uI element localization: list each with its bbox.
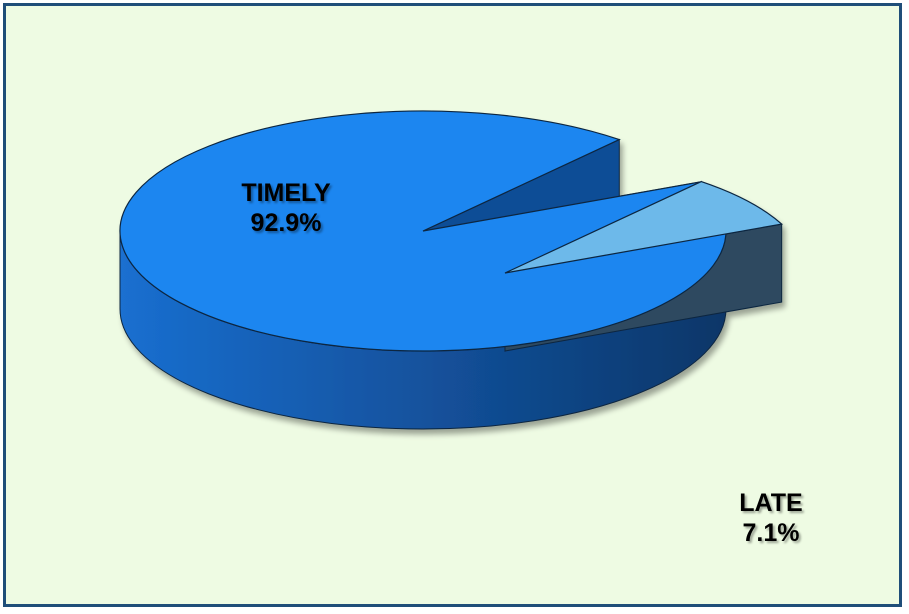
slice-label-late: LATE 7.1% [716,488,826,548]
slice-label-timely: TIMELY 92.9% [216,178,356,238]
pie-slice-late [504,180,783,274]
chart-frame: TIMELY 92.9% LATE 7.1% [3,3,902,607]
slice-name-timely: TIMELY [241,179,331,207]
slice-name-late: LATE [739,489,803,517]
pie-slice-timely [119,110,727,352]
slice-value-late: 7.1% [742,519,800,547]
pie-chart [119,110,783,430]
slice-value-timely: 92.9% [250,209,322,237]
